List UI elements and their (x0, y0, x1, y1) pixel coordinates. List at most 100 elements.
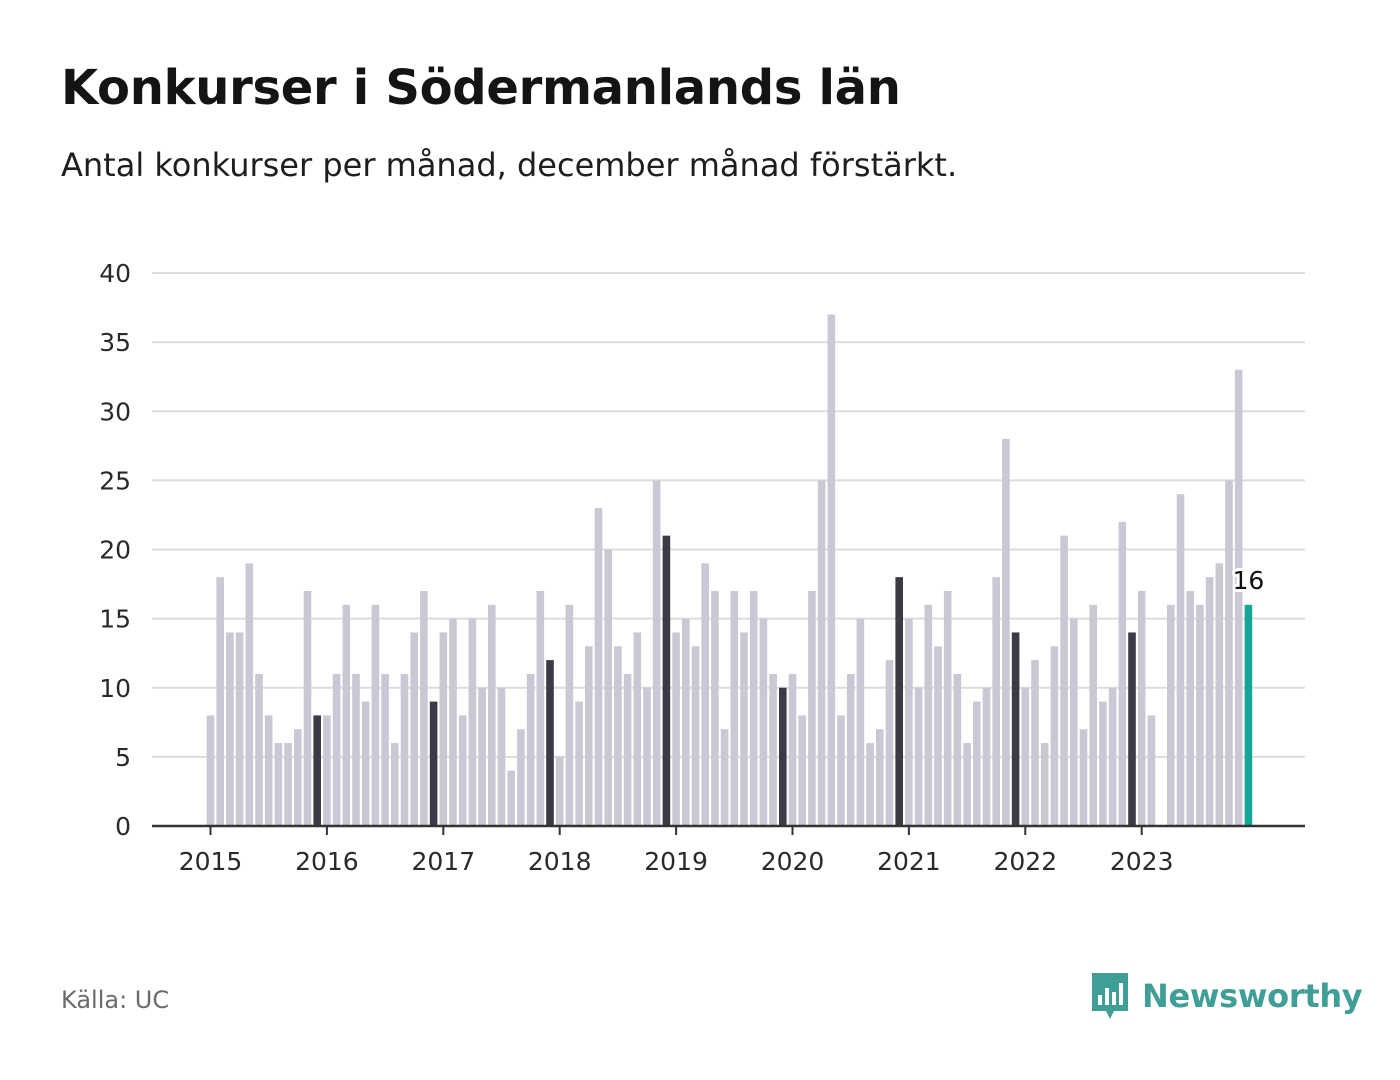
bar (856, 618, 865, 826)
bar (303, 590, 312, 826)
bar (866, 743, 874, 826)
bar (216, 577, 224, 826)
x-tick-label: 2018 (528, 847, 592, 876)
bar (361, 701, 370, 826)
bar (323, 715, 331, 826)
bar (827, 314, 836, 826)
y-tick-label: 30 (99, 397, 131, 426)
bar (1196, 604, 1204, 826)
bar (1225, 480, 1233, 826)
bar (585, 646, 593, 826)
bar (1186, 590, 1194, 826)
bar (1040, 743, 1049, 826)
bar (614, 646, 622, 826)
bars (206, 314, 1253, 826)
bar (623, 673, 632, 826)
bar (1070, 618, 1078, 826)
bar (371, 604, 380, 826)
bar (604, 549, 612, 826)
bar (575, 701, 583, 826)
y-tick-label: 5 (115, 743, 131, 772)
bar (711, 590, 719, 826)
bar-december (1128, 632, 1136, 826)
bar (924, 604, 933, 826)
bar (352, 673, 360, 826)
bar (526, 673, 535, 826)
x-tick-label: 2022 (993, 847, 1057, 876)
bar (332, 673, 341, 826)
bar-december (779, 687, 787, 826)
bar (769, 673, 777, 826)
bar (1108, 687, 1117, 826)
bar (555, 756, 564, 826)
y-tick-label: 10 (99, 674, 131, 703)
brand-name: Newsworthy (1142, 977, 1363, 1015)
bar (1089, 604, 1097, 826)
bar (255, 673, 263, 826)
bar (973, 701, 981, 826)
y-tick-label: 0 (115, 812, 131, 841)
bar (235, 632, 244, 826)
bar (876, 729, 884, 826)
x-axis: 2015 2016 2017 2018 2019 2020 2021 2022 2023 (152, 824, 1305, 876)
bar (342, 604, 351, 826)
bar (846, 673, 855, 826)
bar (1215, 563, 1224, 826)
brand-logo[interactable]: Newsworthy (1090, 970, 1363, 1022)
bar (565, 604, 574, 826)
bar-december (313, 715, 321, 826)
bar (439, 632, 448, 826)
bar (1234, 369, 1243, 826)
bar (720, 729, 729, 826)
bar (934, 646, 942, 826)
bar (274, 743, 283, 826)
bar (808, 590, 816, 826)
bar (682, 618, 690, 826)
bar-december (546, 660, 554, 826)
bar (817, 480, 826, 826)
bar (381, 673, 389, 826)
bar (740, 632, 748, 826)
bar (536, 590, 545, 826)
bar (497, 687, 506, 826)
bar (905, 618, 913, 826)
bar (914, 687, 923, 826)
x-tick-label: 2021 (877, 847, 941, 876)
bar (410, 632, 418, 826)
bar (206, 715, 215, 826)
x-tick-label: 2023 (1110, 847, 1174, 876)
y-tick-label: 40 (99, 259, 131, 288)
bar (1031, 660, 1039, 826)
bar (953, 673, 962, 826)
bar (643, 687, 651, 826)
bar (517, 729, 525, 826)
x-tick-label: 2019 (644, 847, 708, 876)
bar (691, 646, 700, 826)
bar-december (429, 701, 438, 826)
x-tick-label: 2020 (761, 847, 825, 876)
bar (391, 743, 399, 826)
y-tick-label: 25 (99, 466, 131, 495)
source-note: Källa: UC (61, 986, 170, 1014)
bar (672, 632, 680, 826)
bar (943, 590, 952, 826)
bar (1060, 535, 1068, 826)
bar (594, 508, 603, 826)
bar (652, 480, 661, 826)
bar (701, 563, 709, 826)
bar (1050, 646, 1059, 826)
bar (400, 673, 409, 826)
bar (449, 618, 457, 826)
chart-title: Konkurser i Södermanlands län (61, 60, 901, 116)
bar (1118, 521, 1127, 826)
x-tick-label: 2015 (179, 847, 243, 876)
bar (730, 590, 739, 826)
bar-december (895, 577, 903, 826)
bar-chart-speech-bubble-icon (1092, 973, 1128, 1019)
bar (458, 715, 467, 826)
y-axis-tick-labels: 0 5 10 15 20 25 30 35 40 (99, 259, 131, 841)
bar (468, 618, 477, 826)
bar (245, 563, 254, 826)
bar (1176, 494, 1185, 826)
bar-chart: 0 5 10 15 20 25 30 35 40 2015 2016 2017 2018 2019 202… (99, 259, 1305, 876)
